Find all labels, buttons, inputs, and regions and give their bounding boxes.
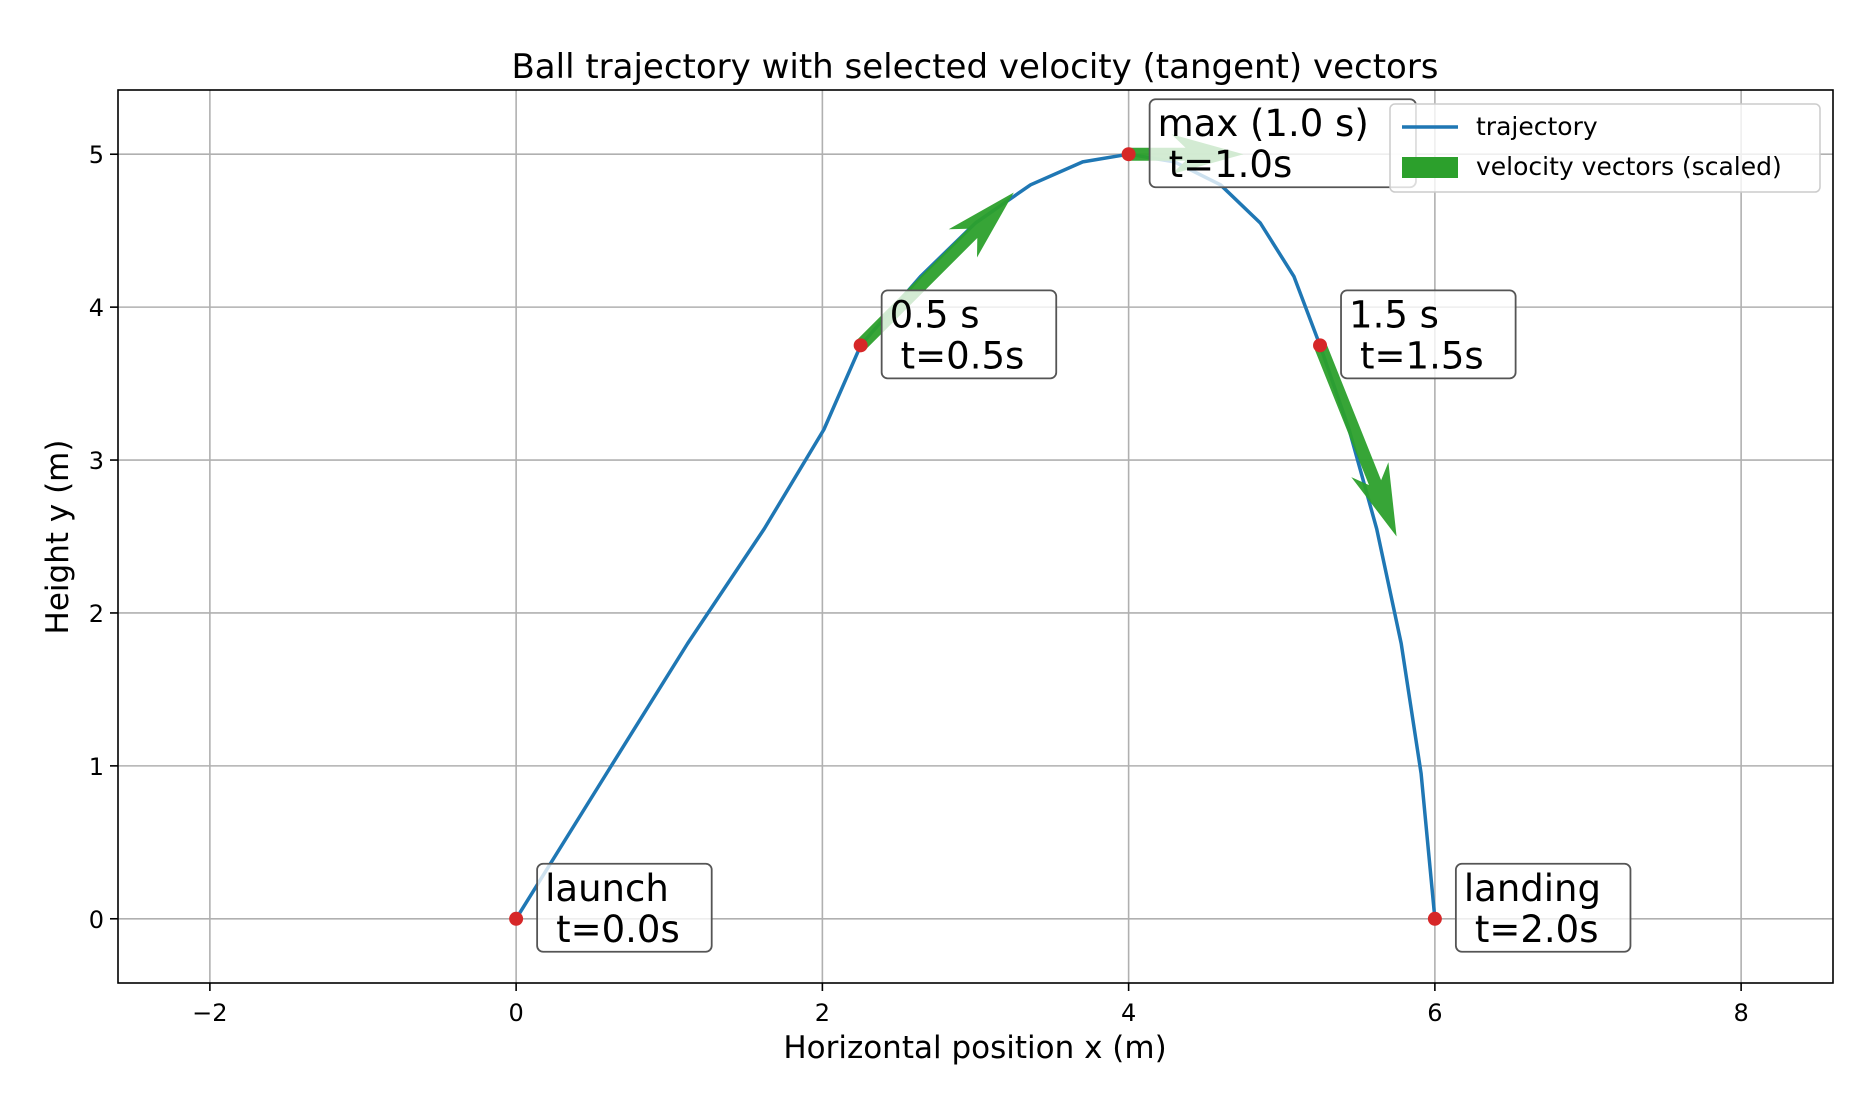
x-tick-label: 0 [508, 999, 523, 1027]
y-tick-label: 3 [89, 447, 104, 475]
annotation-box [1454, 862, 1632, 953]
chart-title: Ball trajectory with selected velocity (… [511, 47, 1438, 87]
annotation-label: max (1.0 s) [1158, 102, 1369, 145]
annotation-box [880, 289, 1058, 380]
marked-points-layer [509, 147, 1442, 926]
y-axis-label: Height y (m) [40, 440, 76, 635]
annotation-time: t=2.0s [1475, 908, 1599, 951]
legend-trajectory-label: trajectory [1476, 112, 1598, 141]
x-tick-label: 6 [1427, 999, 1442, 1027]
y-tick-label: 1 [89, 753, 104, 781]
marked-point [853, 338, 868, 353]
annotation-box [536, 862, 713, 953]
marked-point [1121, 147, 1136, 162]
plot-frame [117, 89, 1834, 984]
annotation-time: t=1.0s [1169, 143, 1293, 186]
legend: trajectory velocity vectors (scaled) [1389, 103, 1821, 193]
marked-point [1313, 338, 1328, 353]
marked-point [1427, 911, 1442, 926]
y-tick-label: 5 [89, 141, 104, 169]
x-tick-label: 2 [815, 999, 830, 1027]
annotation-time: t=0.0s [556, 908, 680, 951]
annotation-label: 0.5 s [890, 293, 980, 336]
y-tick-label: 0 [89, 906, 104, 934]
annotation-label: launch [545, 867, 669, 910]
x-tick-label: 8 [1733, 999, 1748, 1027]
y-tick-label: 2 [89, 600, 104, 628]
annotation-time: t=0.5s [901, 334, 1025, 377]
x-tick-label: 4 [1121, 999, 1136, 1027]
x-axis-label: Horizontal position x (m) [783, 1030, 1166, 1066]
legend-box [1389, 103, 1821, 193]
annotation-label: landing [1464, 867, 1601, 910]
legend-vectors-label: velocity vectors (scaled) [1476, 152, 1782, 181]
axis-ticks: −2 0 2 4 6 8 0 1 2 3 4 5 [89, 141, 1749, 1027]
velocity-vector-arrow [1314, 342, 1397, 537]
annotation-time: t=1.5s [1360, 334, 1484, 377]
x-tick-label: −2 [192, 999, 227, 1027]
legend-vectors-swatch [1402, 157, 1458, 178]
annotation-box [1340, 289, 1517, 380]
annotation-label: 1.5 s [1349, 293, 1439, 336]
y-tick-label: 4 [89, 294, 104, 322]
marked-point [509, 911, 524, 926]
